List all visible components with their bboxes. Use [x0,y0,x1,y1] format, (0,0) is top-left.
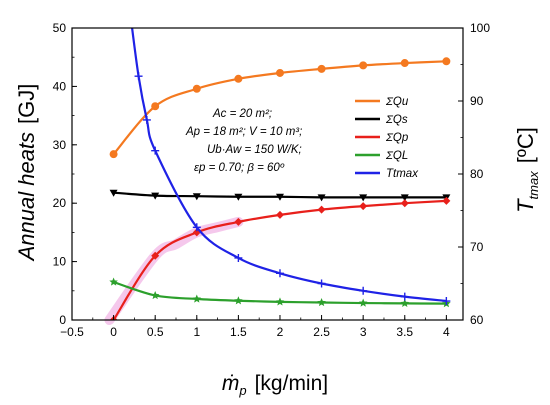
series-1-point [109,189,118,197]
series-layer [109,9,451,320]
x-tick-label: 3.5 [396,325,413,339]
x-tick-label: 0 [110,325,117,339]
y-right-tick-label: 80 [470,167,484,181]
x-axis-title: ṁp [kg/min] [222,372,328,398]
series-1-point [192,193,201,201]
series-3-point [234,296,243,305]
series-3-point [275,297,285,306]
y-left-axis-ticks: 0 10 20 30 40 50 [53,21,77,327]
series-0-point [442,57,451,66]
y-left-tick-label: 50 [53,21,67,35]
series-0-point [359,61,368,70]
series-4-point [275,269,284,278]
series-1-point [234,193,243,201]
series-4-point [234,253,243,262]
legend-label: ΣQs [385,114,408,126]
legend: ΣQu ΣQs ΣQp ΣQL Ttmax [355,96,419,180]
x-tick-label: 4 [443,325,450,339]
y-left-tick-label: 30 [53,138,67,152]
series-0-point [234,74,243,83]
series-0-point [192,84,201,93]
y-left-tick-label: 10 [53,255,67,269]
series-1-point [400,194,409,202]
series-1-point [317,194,326,202]
series-4-point [359,286,368,295]
legend-label: ΣQu [385,96,409,108]
series-0-point [317,64,326,73]
series-4-point [442,297,451,306]
highlight-band [104,216,244,325]
series-4-point [126,9,134,17]
series-1-point [359,194,368,202]
y-left-tick-label: 20 [53,196,67,210]
annotation-line-1: Ac = 20 m²; [212,108,272,120]
legend-label: ΣQp [385,132,409,144]
y-right-axis-title: Ttmax[ºC] [513,127,541,213]
y-right-tick-label: 100 [470,21,490,35]
series-4-point [400,292,409,301]
x-tick-label: −0.5 [60,325,84,339]
annotation-line-4: εp = 0.70; β = 60º [194,162,285,174]
series-4-point [134,72,143,81]
y-right-tick-label: 90 [470,94,484,108]
series-3-point [150,290,160,300]
series-4-point [142,115,151,124]
y-left-tick-label: 0 [59,313,66,327]
series-4-point [317,279,326,288]
legend-label: ΣQL [385,150,408,162]
annotation-block: Ac = 20 m²; Ap = 18 m²; V = 10 m³; Ub·Aw… [185,108,302,174]
series-2-point [275,210,284,219]
series-2-point [359,202,368,211]
series-3-point [317,297,326,307]
annotation-line-2: Ap = 18 m²; V = 10 m³; [185,126,302,138]
series-2-point [151,251,160,260]
legend-label: Ttmax [386,168,419,180]
series-3-point [400,298,410,307]
x-tick-label: 1 [193,325,200,339]
y-right-tick-label: 60 [470,313,484,327]
y-left-tick-label: 40 [53,79,67,93]
annotation-line-3: Ub·Aw = 150 W/K; [207,144,302,156]
series-2-point [442,196,451,205]
y-right-tick-label: 70 [470,240,484,254]
x-axis-ticks: −0.5 0 0.5 1 1.5 2 2.5 3 3.5 4 [60,315,450,339]
x-tick-label: 3 [360,325,367,339]
series-2-point [400,199,409,208]
y-left-axis-title: Annual heats[GJ] [14,84,39,263]
series-1-point [275,193,284,201]
series-0-point [151,102,160,111]
series-3-point [109,277,118,286]
x-tick-label: 2.5 [313,325,330,339]
series-2-point [234,217,243,226]
series-4-point [151,146,160,155]
series-4-point [192,223,201,232]
y-right-axis-ticks: 60 70 80 90 100 [458,21,490,327]
qp-highlight [104,216,244,325]
x-tick-label: 1.5 [230,325,247,339]
series-0-point [109,150,118,159]
series-2-point [317,205,326,214]
series-1-point [151,192,160,200]
series-0-point [275,68,284,77]
x-tick-label: 2 [277,325,284,339]
x-tick-label: 0.5 [147,325,164,339]
series-0-point [400,59,409,68]
series-3-point [358,298,368,307]
series-3-point [192,294,202,303]
